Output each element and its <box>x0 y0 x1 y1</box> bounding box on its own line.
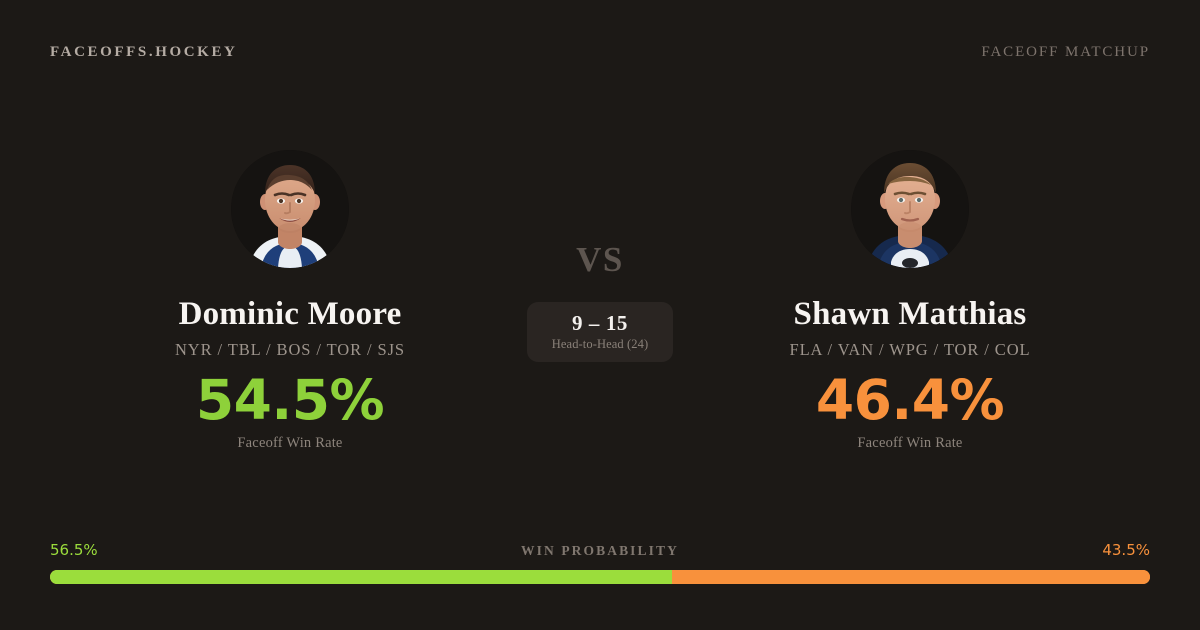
page-kicker: FACEOFF MATCHUP <box>981 43 1150 60</box>
win-probability-bar-right-fill <box>671 570 1150 584</box>
win-probability-labels: 56.5% WIN PROBABILITY 43.5% <box>50 541 1150 563</box>
matchup-section: Dominic Moore NYR / TBL / BOS / TOR / SJ… <box>0 150 1200 470</box>
player-teams-right: FLA / VAN / WPG / TOR / COL <box>789 339 1031 359</box>
head-to-head-label: Head-to-Head (24) <box>551 337 649 352</box>
player-card-right[interactable]: Shawn Matthias FLA / VAN / WPG / TOR / C… <box>700 150 1120 452</box>
player-faceoff-win-rate-left: 54.5% <box>195 367 385 432</box>
win-probability-left-value: 56.5% <box>50 541 98 559</box>
win-probability-right-value: 43.5% <box>1102 541 1150 559</box>
player-card-left[interactable]: Dominic Moore NYR / TBL / BOS / TOR / SJ… <box>80 150 500 452</box>
win-probability-section: 56.5% WIN PROBABILITY 43.5% <box>50 541 1150 584</box>
page-header: FACEOFFS.HOCKEY FACEOFF MATCHUP <box>0 0 1200 104</box>
brand-logo[interactable]: FACEOFFS.HOCKEY <box>50 43 238 60</box>
win-probability-bar[interactable] <box>50 570 1150 584</box>
player-faceoff-win-rate-label-right: Faceoff Win Rate <box>857 434 963 451</box>
win-probability-title: WIN PROBABILITY <box>521 543 679 558</box>
player-teams-left: NYR / TBL / BOS / TOR / SJS <box>174 339 405 359</box>
player-headshot-photo-right <box>851 150 969 268</box>
player-name-left: Dominic Moore <box>178 296 402 332</box>
win-probability-bar-left-fill <box>50 570 672 584</box>
player-faceoff-win-rate-right: 46.4% <box>815 367 1005 432</box>
player-faceoff-win-rate-label-left: Faceoff Win Rate <box>237 434 343 451</box>
head-to-head-score: 9 – 15 <box>571 310 629 335</box>
vs-label: VS <box>576 240 624 279</box>
player-headshot-photo-left <box>231 150 349 268</box>
head-to-head-card[interactable]: 9 – 15 Head-to-Head (24) <box>527 302 673 362</box>
matchup-center: VS 9 – 15 Head-to-Head (24) <box>500 150 700 362</box>
player-name-right: Shawn Matthias <box>793 296 1027 332</box>
